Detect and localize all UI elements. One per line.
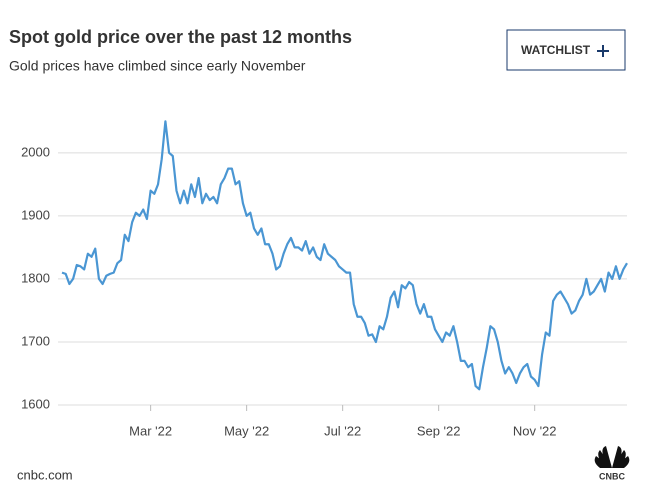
source: cnbc.com bbox=[17, 467, 73, 482]
chart-subtitle: Gold prices have climbed since early Nov… bbox=[9, 58, 306, 74]
y-tick-label: 1700 bbox=[21, 333, 50, 348]
chart-title: Spot gold price over the past 12 months bbox=[9, 27, 352, 47]
x-tick-label: Mar '22 bbox=[129, 423, 172, 438]
x-tick-label: Nov '22 bbox=[513, 423, 557, 438]
logo-peacock bbox=[594, 446, 630, 468]
x-tick-label: May '22 bbox=[224, 423, 269, 438]
y-tick-label: 1800 bbox=[21, 270, 50, 285]
logo: CNBC bbox=[594, 446, 630, 481]
x-tick-label: Jul '22 bbox=[324, 423, 361, 438]
y-tick-label: 2000 bbox=[21, 144, 50, 159]
watchlist-button[interactable]: WATCHLIST bbox=[506, 29, 626, 71]
logo-text: CNBC bbox=[599, 471, 625, 481]
x-tick-label: Sep '22 bbox=[417, 423, 461, 438]
button-label[interactable]: WATCHLIST bbox=[521, 43, 591, 57]
y-tick-label: 1900 bbox=[21, 207, 50, 222]
price-line bbox=[61, 120, 628, 391]
y-tick-label: 1600 bbox=[21, 396, 50, 411]
